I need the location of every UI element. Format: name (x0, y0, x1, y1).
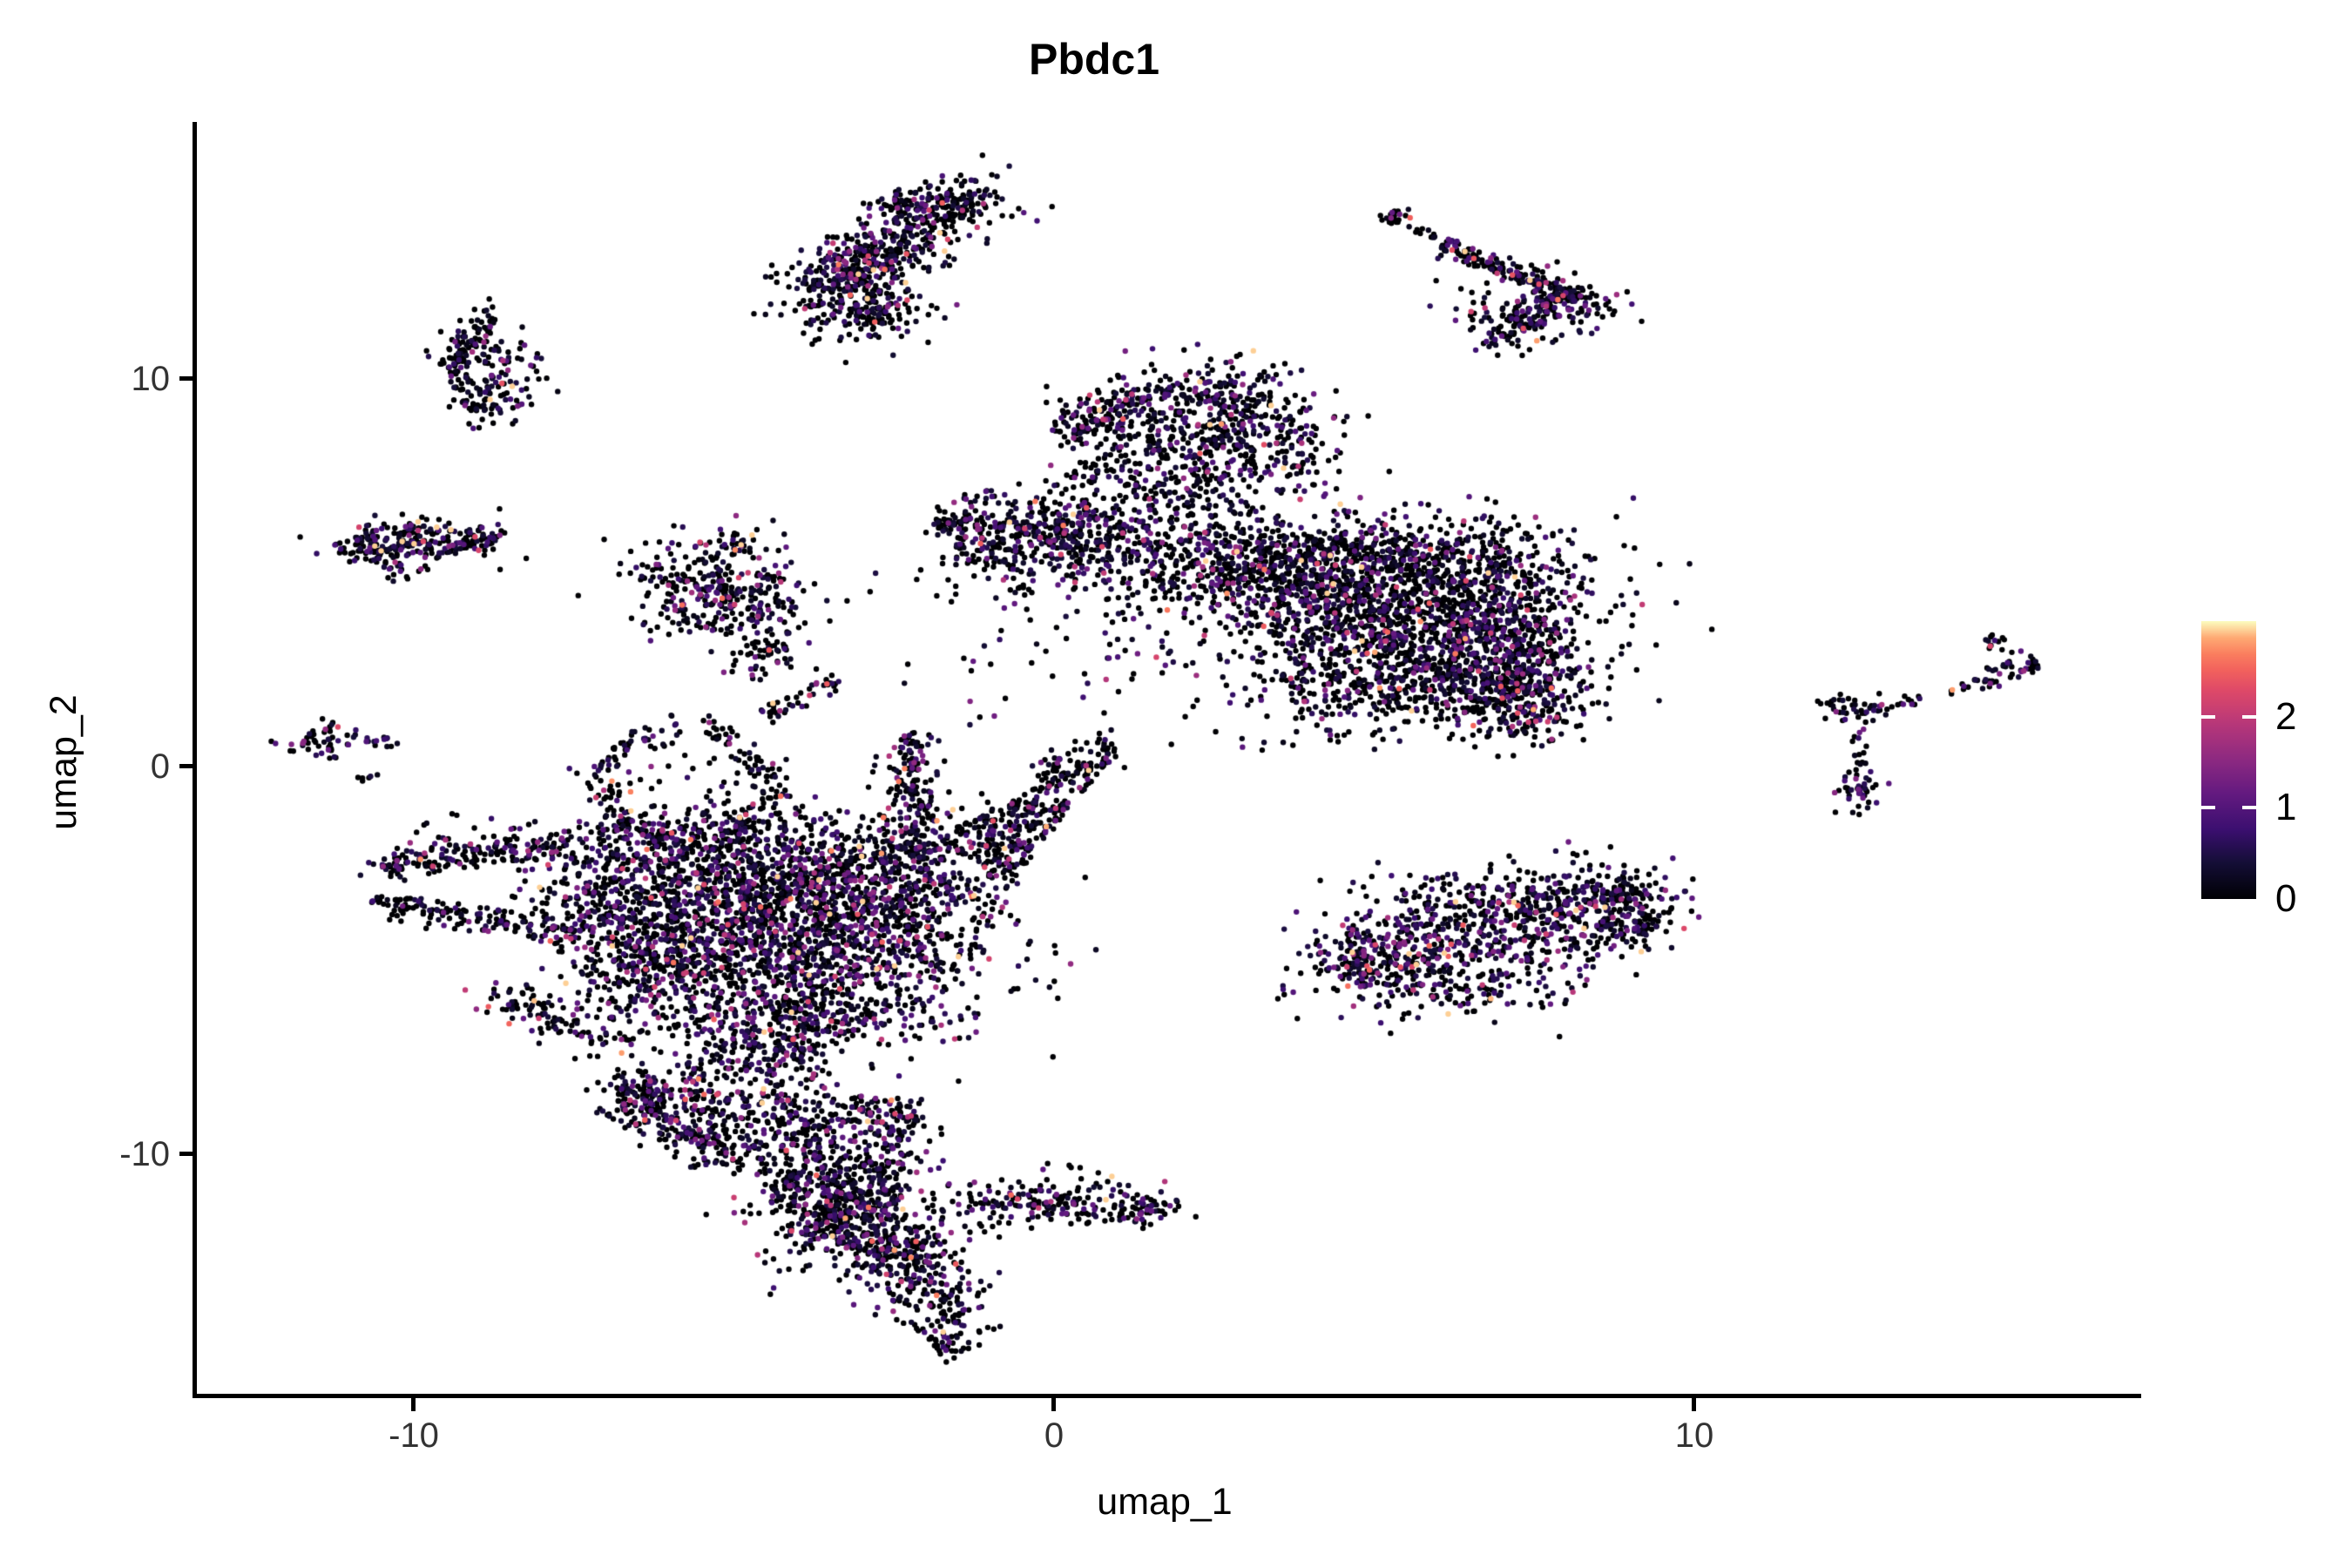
y-tick-label-0: 0 (150, 747, 170, 786)
legend-label-2: 2 (2275, 695, 2297, 738)
legend-colorbar (2201, 621, 2256, 899)
x-tick-label-0: 0 (1044, 1416, 1064, 1455)
y-axis-line (193, 122, 197, 1397)
y-tick-label-neg10: -10 (119, 1135, 170, 1173)
x-axis-title: umap_1 (1097, 1481, 1233, 1523)
y-tick-label-10: 10 (131, 360, 171, 398)
x-tick-label-10: 10 (1674, 1416, 1714, 1455)
x-tick-mark-neg10 (411, 1398, 416, 1411)
legend-tick-1-left (2201, 806, 2215, 809)
x-tick-mark-10 (1692, 1398, 1696, 1411)
x-tick-label-neg10: -10 (389, 1416, 439, 1455)
legend-tick-2-left (2201, 715, 2215, 719)
x-axis-line (193, 1394, 2141, 1398)
legend-label-1: 1 (2275, 786, 2297, 828)
y-tick-mark-neg10 (179, 1152, 193, 1156)
y-tick-mark-10 (179, 376, 193, 381)
x-tick-mark-0 (1051, 1398, 1056, 1411)
legend-label-0: 0 (2275, 877, 2297, 920)
plot-title: Pbdc1 (1028, 35, 1160, 84)
legend-tick-1-right (2242, 806, 2256, 809)
y-tick-mark-0 (179, 764, 193, 768)
legend-tick-2-right (2242, 715, 2256, 719)
y-axis-title: umap_2 (43, 694, 84, 830)
